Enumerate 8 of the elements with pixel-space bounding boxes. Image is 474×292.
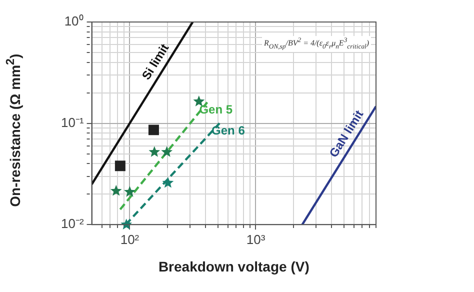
y-tick-label: 10⁻² xyxy=(60,216,84,232)
x-axis-title: Breakdown voltage (V) xyxy=(158,258,310,274)
y-tick-label: 10⁰ xyxy=(64,14,84,29)
x-tick-label: 10² xyxy=(120,232,140,247)
series-label: Gen 5 xyxy=(199,102,233,117)
x-tick-label: 10³ xyxy=(246,232,266,247)
text: R$_{ON,sp}$/BV$^{2}$ = 4/(ε$_{0}$ε$_{r}$μ$_{n}$E$^{3}$$_{critical}$) xyxy=(264,37,370,50)
y-tick-label: 10⁻¹ xyxy=(60,114,84,130)
